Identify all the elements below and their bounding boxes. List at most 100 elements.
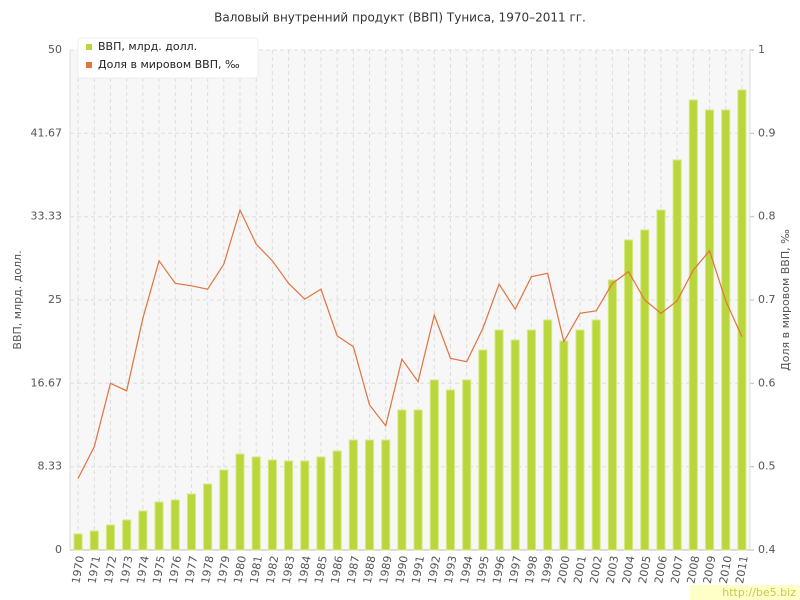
y2-axis-label: Доля в мировом ВВП, ‰ xyxy=(779,229,792,371)
x-tick-label: 1970 xyxy=(69,555,87,585)
bar xyxy=(364,439,375,551)
x-tick-label: 1979 xyxy=(215,555,233,585)
bar xyxy=(300,460,310,551)
x-tick-label: 2007 xyxy=(668,555,686,585)
x-tick-label: 1982 xyxy=(264,555,282,585)
bar xyxy=(105,524,116,551)
y2-tick-label: 1 xyxy=(758,43,765,56)
x-tick-label: 1985 xyxy=(312,555,330,585)
x-tick-label: 2003 xyxy=(604,555,622,585)
y2-tick-label: 0.6 xyxy=(758,376,776,389)
x-tick-label: 1992 xyxy=(426,555,444,585)
bar xyxy=(526,329,536,551)
watermark-bg xyxy=(690,585,800,600)
x-tick-label: 1983 xyxy=(280,555,298,585)
line xyxy=(77,208,743,479)
bar xyxy=(413,409,423,551)
x-tick-label: 1971 xyxy=(86,555,104,585)
x-tick-label: 2001 xyxy=(571,555,589,585)
bar xyxy=(494,329,504,551)
bar xyxy=(478,349,488,551)
x-tick-label: 1994 xyxy=(458,555,476,585)
x-tick-label: 1990 xyxy=(393,555,411,585)
x-tick-label: 2005 xyxy=(636,555,654,585)
legend-marker xyxy=(86,62,92,68)
x-tick-label: 2002 xyxy=(587,555,605,585)
bar xyxy=(348,439,358,551)
x-tick-label: 1998 xyxy=(523,555,541,585)
bar xyxy=(381,439,391,551)
bar xyxy=(170,499,180,551)
bar xyxy=(656,209,666,551)
bar xyxy=(397,409,407,551)
bar xyxy=(186,493,196,551)
x-tick-label: 2004 xyxy=(620,555,638,585)
watermark: http://be5.biz xyxy=(722,586,796,599)
x-tick-label: 1988 xyxy=(361,555,379,585)
x-tick-label: 1978 xyxy=(199,555,217,585)
y-tick-label: 0 xyxy=(55,543,62,556)
y-tick-label: 8.33 xyxy=(38,460,63,473)
x-tick-label: 1986 xyxy=(328,555,346,585)
bar xyxy=(688,99,698,551)
x-tick-label: 1974 xyxy=(134,555,152,585)
bar xyxy=(721,109,731,551)
bar xyxy=(591,319,601,551)
bar xyxy=(607,279,617,551)
chart-title: Валовый внутренний продукт (ВВП) Туниса,… xyxy=(214,11,586,25)
x-tick-label: 1972 xyxy=(102,555,120,585)
bar xyxy=(445,389,456,551)
x-tick-label: 2010 xyxy=(717,555,735,585)
bar xyxy=(138,510,148,551)
bar xyxy=(429,379,439,551)
bar xyxy=(235,453,245,551)
legend-label: ВВП, млрд. долл. xyxy=(98,40,197,53)
bar xyxy=(640,229,650,551)
legend-marker xyxy=(86,44,92,50)
x-tick-label: 1980 xyxy=(231,555,249,585)
bar xyxy=(332,450,342,551)
x-tick-label: 1991 xyxy=(409,555,427,585)
legend-box xyxy=(77,37,259,79)
bar xyxy=(73,533,83,551)
x-tick-label: 1995 xyxy=(474,555,492,585)
x-tick-label: 1999 xyxy=(539,555,557,585)
y2-tick-label: 0.8 xyxy=(758,210,776,223)
y2-tick-label: 0.7 xyxy=(758,293,776,306)
bar xyxy=(559,340,569,551)
x-tick-label: 2009 xyxy=(701,555,719,585)
legend-label: Доля в мировом ВВП, ‰ xyxy=(98,58,240,71)
x-tick-label: 1973 xyxy=(118,555,136,585)
x-tick-label: 2011 xyxy=(733,555,751,585)
x-tick-label: 2000 xyxy=(555,555,573,585)
y2-tick-label: 0.4 xyxy=(758,543,776,556)
bar xyxy=(122,519,132,551)
x-tick-label: 2008 xyxy=(685,555,703,585)
bar xyxy=(284,460,294,551)
x-tick-label: 1993 xyxy=(442,555,460,585)
bar xyxy=(575,329,585,551)
y-tick-label: 25 xyxy=(48,293,62,306)
x-tick-label: 1989 xyxy=(377,555,395,585)
x-tick-label: 1984 xyxy=(296,555,314,585)
x-tick-label: 1996 xyxy=(490,555,508,585)
x-tick-label: 1975 xyxy=(150,555,168,585)
bar xyxy=(203,483,213,551)
y2-tick-label: 0.5 xyxy=(758,460,776,473)
bar xyxy=(543,319,553,551)
bar xyxy=(251,456,261,551)
y-axis-label: ВВП, млрд. долл. xyxy=(11,250,24,349)
y-tick-label: 50 xyxy=(48,43,62,56)
bar xyxy=(672,159,682,551)
x-tick-label: 2006 xyxy=(652,555,670,585)
bar xyxy=(219,469,229,551)
bar xyxy=(510,339,520,551)
bar xyxy=(737,89,747,551)
y-tick-label: 33.33 xyxy=(31,210,63,223)
bar xyxy=(704,109,715,551)
y-tick-label: 41.67 xyxy=(31,126,63,139)
x-tick-label: 1976 xyxy=(166,555,184,585)
y2-tick-label: 0.9 xyxy=(758,126,776,139)
y-tick-label: 16.67 xyxy=(31,376,63,389)
